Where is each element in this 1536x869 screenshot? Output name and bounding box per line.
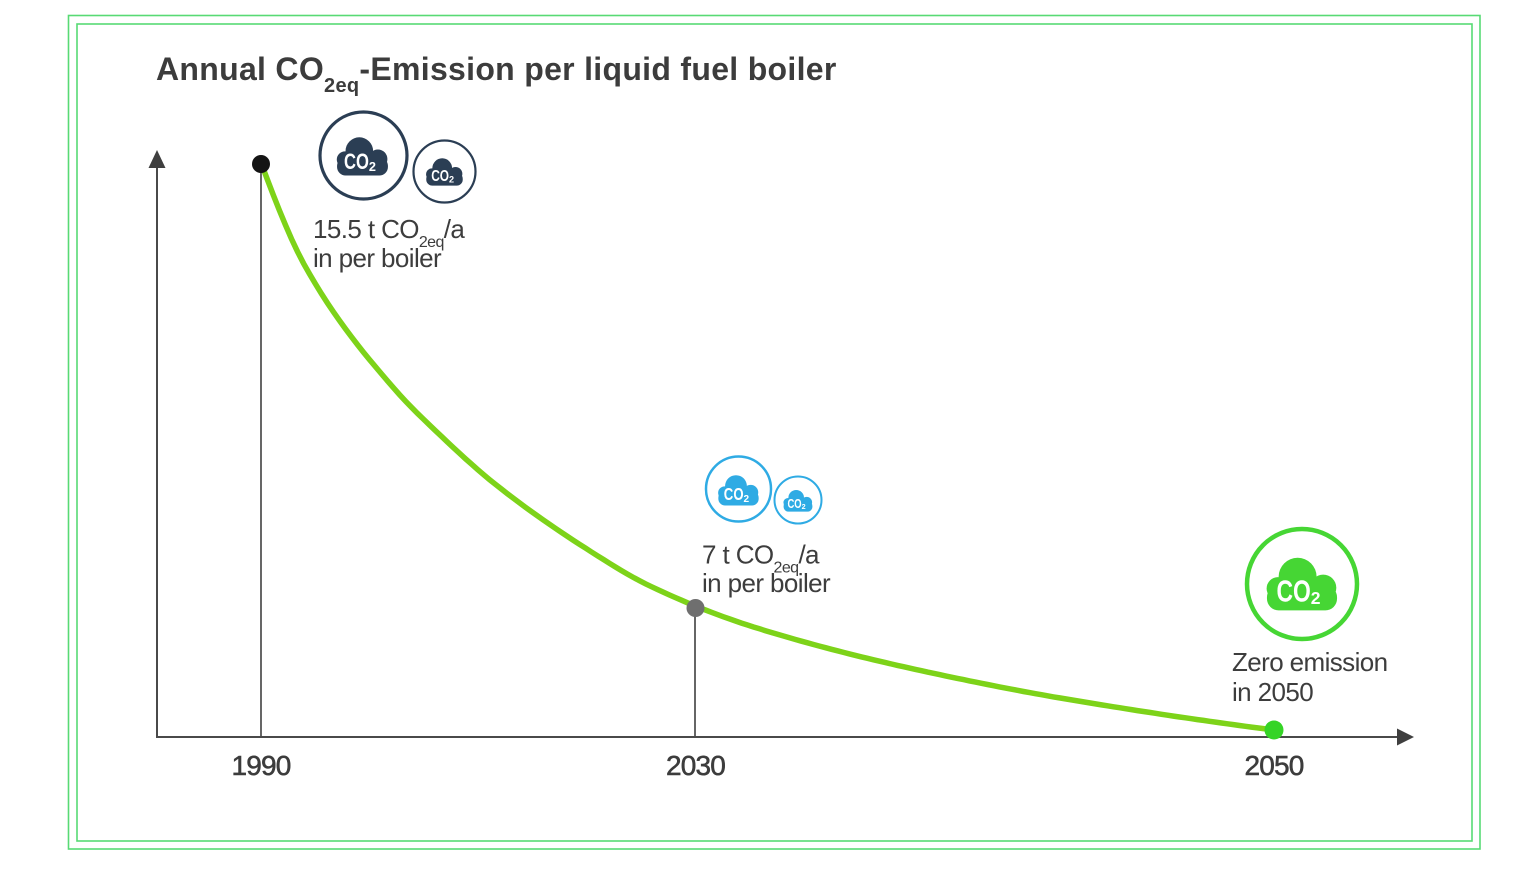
svg-text:in 2050: in 2050 [1232, 677, 1313, 707]
svg-text:Annual CO2eq-Emission per liqu: Annual CO2eq-Emission per liquid fuel bo… [156, 51, 837, 97]
svg-text:in per boiler: in per boiler [702, 568, 831, 598]
svg-text:in per boiler: in per boiler [313, 243, 442, 273]
svg-text:1990: 1990 [231, 750, 290, 781]
svg-text:2030: 2030 [666, 750, 725, 781]
svg-text:Zero emission: Zero emission [1232, 647, 1387, 677]
svg-text:2050: 2050 [1244, 750, 1303, 781]
